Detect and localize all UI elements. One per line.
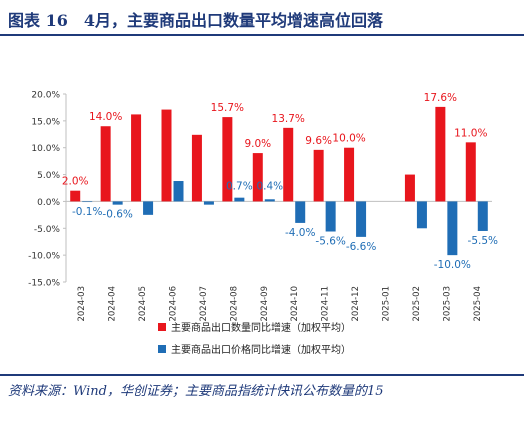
x-tick-label: 2024-08 <box>229 286 239 322</box>
x-tick-label: 2024-10 <box>290 286 300 322</box>
price-bar <box>203 201 214 205</box>
price-label: 0.4% <box>256 180 283 192</box>
x-tick-label: 2024-12 <box>351 286 361 322</box>
price-bar <box>447 201 458 256</box>
data-labels: 2.0% 14.0% 15.7% 9.0% 13.7%9.6% 10.0% 17.6% 11.… <box>62 92 498 271</box>
price-label: -0.1% <box>72 206 102 218</box>
quantity-label: 11.0% <box>454 127 487 139</box>
x-tick-label: 2024-11 <box>321 286 331 322</box>
price-label: -6.6% <box>346 241 376 253</box>
quantity-bar <box>344 147 355 202</box>
legend-swatch-price <box>158 345 166 353</box>
y-tick-label: -10.0% <box>28 252 60 262</box>
x-tick-label: 2025-01 <box>382 286 392 322</box>
quantity-label: 2.0% <box>62 176 89 188</box>
price-label: -0.6% <box>102 209 132 221</box>
quantity-bar <box>404 174 415 202</box>
y-tick-label: 0.0% <box>37 198 60 208</box>
price-label: -5.6% <box>315 236 345 248</box>
quantity-label: 9.0% <box>244 138 271 150</box>
price-bar <box>295 201 306 223</box>
price-bar <box>112 201 123 205</box>
quantity-label: 15.7% <box>211 102 244 114</box>
y-tick-label: 15.0% <box>31 117 60 127</box>
x-tick-label: 2024-03 <box>77 286 87 322</box>
quantity-label: 17.6% <box>424 92 457 104</box>
quantity-bar <box>131 114 142 202</box>
quantity-label: 9.6% <box>305 135 332 147</box>
quantity-bar <box>313 149 324 202</box>
x-tick-label: 2024-05 <box>138 286 148 322</box>
x-tick-label: 2024-06 <box>169 286 179 322</box>
chart: -15.0% -10.0% -5.0% 0.0% 5.0% 10.0% 15.0% 20.0%… <box>28 91 498 357</box>
quantity-bar <box>465 142 476 202</box>
quantity-label: 13.7% <box>272 113 305 125</box>
price-bar <box>234 197 245 202</box>
legend-label-quantity: 主要商品出口数量同比增速（加权平均） <box>171 321 351 334</box>
price-bar <box>143 201 154 215</box>
legend: 主要商品出口数量同比增速（加权平均） 主要商品出口价格同比增速（加权平均） <box>158 321 351 356</box>
bars <box>70 106 488 256</box>
x-tick-label: 2024-04 <box>108 286 118 322</box>
quantity-label: 14.0% <box>89 111 122 123</box>
figure-title: 图表 16 4月，主要商品出口数量平均增速高位回落 <box>8 11 383 30</box>
quantity-bar <box>161 109 172 202</box>
quantity-label: 10.0% <box>332 133 365 145</box>
source-bar: 资料来源：Wind，华创证券；主要商品指统计快讯公布数量的15 <box>0 374 524 428</box>
price-bar <box>325 201 336 232</box>
y-tick-label: -5.0% <box>34 225 61 235</box>
legend-label-price: 主要商品出口价格同比增速（加权平均） <box>171 343 351 356</box>
price-label: -5.5% <box>468 235 498 247</box>
legend-swatch-quantity <box>158 323 166 331</box>
price-bar <box>416 201 427 229</box>
title-bar: 图表 16 4月，主要商品出口数量平均增速高位回落 <box>0 0 524 36</box>
price-bar <box>82 201 93 203</box>
x-tick-label: 2024-07 <box>199 286 209 322</box>
x-tick-label: 2025-03 <box>442 286 452 322</box>
price-bar <box>356 201 367 237</box>
source-note: 资料来源：Wind，华创证券；主要商品指统计快讯公布数量的15 <box>8 384 384 399</box>
price-bar <box>477 201 488 231</box>
x-tick-label: 2024-09 <box>260 286 270 322</box>
y-tick-label: -15.0% <box>28 279 60 289</box>
quantity-bar <box>100 126 111 202</box>
quantity-bar <box>70 190 81 202</box>
price-label: -10.0% <box>434 259 471 271</box>
price-label: -4.0% <box>285 227 315 239</box>
x-tick-label: 2025-02 <box>412 286 422 322</box>
y-tick-label: 20.0% <box>31 91 60 101</box>
x-tick-label: 2025-04 <box>473 286 483 322</box>
quantity-bar <box>435 106 446 202</box>
price-label: 0.7% <box>226 180 253 192</box>
x-axis: 2024-03 2024-04 2024-05 2024-06 2024-07 2024-… <box>77 286 483 322</box>
quantity-bar <box>222 117 233 202</box>
y-tick-label: 5.0% <box>37 171 60 181</box>
y-tick-label: 10.0% <box>31 144 60 154</box>
price-bar <box>173 181 184 202</box>
quantity-bar <box>283 127 294 202</box>
chart-area: -15.0% -10.0% -5.0% 0.0% 5.0% 10.0% 15.0% 20.0%… <box>0 40 524 370</box>
quantity-bar <box>252 153 263 202</box>
price-bar <box>264 199 275 202</box>
quantity-bar <box>191 134 202 202</box>
